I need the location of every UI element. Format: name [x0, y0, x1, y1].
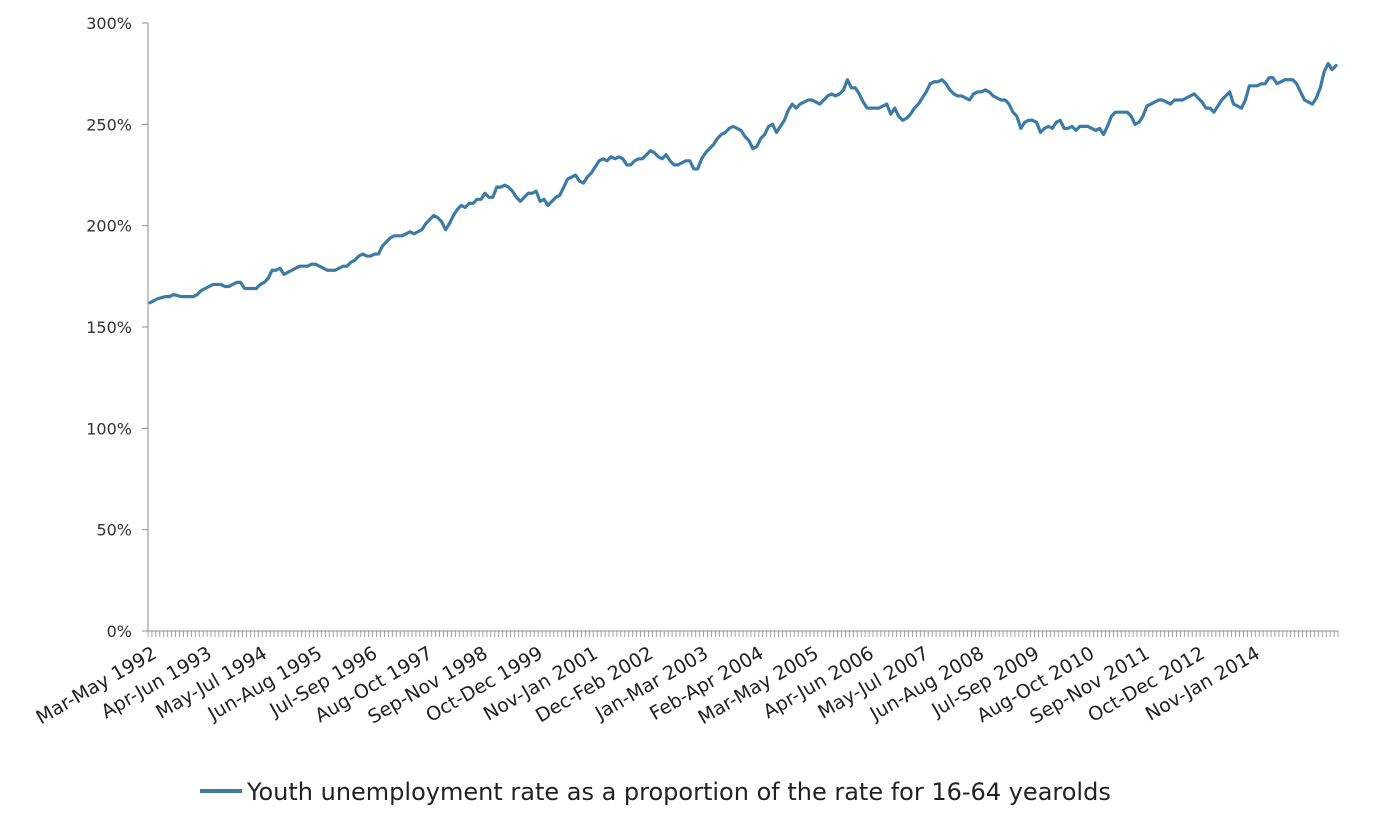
y-tick-label: 0%	[107, 622, 132, 641]
y-tick-label: 100%	[86, 419, 132, 438]
y-axis: 0% 50% 100% 150% 200% 250% 300%	[86, 14, 149, 641]
y-tick-label: 250%	[86, 115, 132, 134]
y-tick-label: 150%	[86, 318, 132, 337]
y-tick-label: 200%	[86, 217, 132, 236]
legend: Youth unemployment rate as a proportion …	[200, 778, 1111, 806]
y-tick-label: 300%	[86, 14, 132, 33]
series-line	[148, 61, 1338, 305]
series-group	[148, 61, 1338, 305]
legend-label: Youth unemployment rate as a proportion …	[246, 778, 1111, 806]
y-tick-label: 50%	[96, 521, 132, 540]
